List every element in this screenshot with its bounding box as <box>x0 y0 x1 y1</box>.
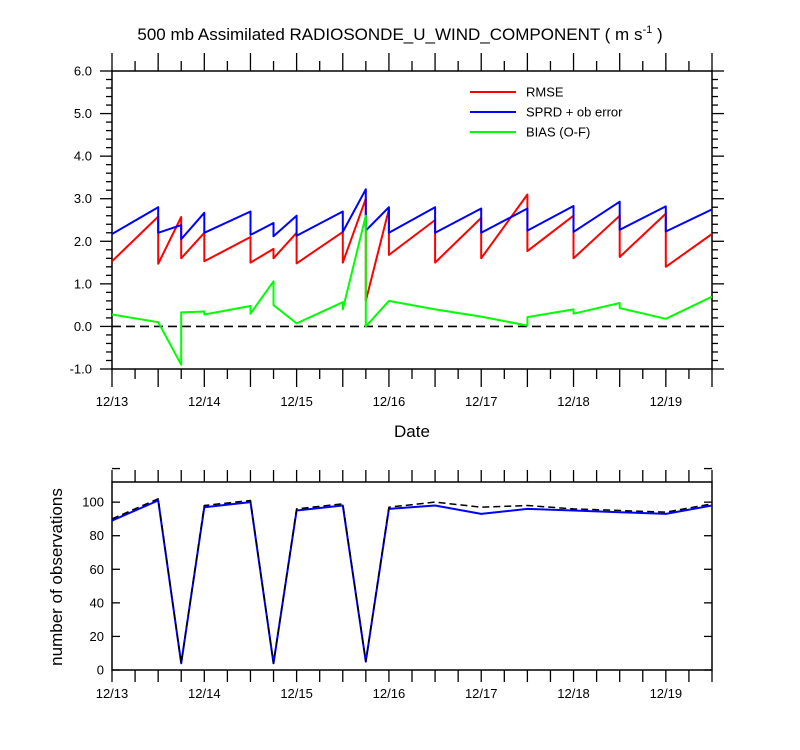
x-tick-label: 12/15 <box>280 394 313 409</box>
x-axis-label: Date <box>394 422 430 441</box>
legend-label: BIAS (O-F) <box>526 125 590 140</box>
x-tick-label: 12/19 <box>650 394 683 409</box>
x-tick-label: 12/17 <box>465 394 498 409</box>
series-line-possible <box>112 498 712 665</box>
x-tick-label: 12/17 <box>465 686 498 701</box>
y-tick-label: 40 <box>90 595 104 610</box>
x-tick-label: 12/14 <box>188 394 221 409</box>
legend-label: RMSE <box>526 85 564 100</box>
y-tick-label: 20 <box>90 629 104 644</box>
y-axis-label: number of observations <box>47 488 66 666</box>
y-tick-label: 2.0 <box>74 234 92 249</box>
y-tick-label: -1.0 <box>70 362 92 377</box>
series-line-rmse <box>112 193 712 302</box>
x-tick-label: 12/15 <box>280 686 313 701</box>
y-tick-label: 80 <box>90 528 104 543</box>
x-tick-label: 12/19 <box>650 686 683 701</box>
x-tick-label: 12/14 <box>188 686 221 701</box>
x-tick-label: 12/16 <box>373 394 406 409</box>
bottom-chart: 12/13 12/14 12/15 12/16 12/17 12/18 12/19 0 20 40… <box>82 467 713 701</box>
y-tick-label: 0.0 <box>74 319 92 334</box>
y-tick-label: 5.0 <box>74 106 92 121</box>
y-tick-label: 0 <box>97 663 104 678</box>
series-line-bias-o-f <box>112 214 712 366</box>
top-chart: 12/13 12/14 12/15 12/16 12/17 12/18 12/19 -1.0 0… <box>70 53 724 409</box>
y-tick-label: 4.0 <box>74 149 92 164</box>
x-tick-label: 12/13 <box>96 686 129 701</box>
x-tick-label: 12/13 <box>96 394 129 409</box>
x-tick-label: 12/16 <box>373 686 406 701</box>
x-tick-label: 12/18 <box>557 686 590 701</box>
y-tick-label: 1.0 <box>74 276 92 291</box>
plot-frame <box>111 481 713 671</box>
y-tick-label: 3.0 <box>74 191 92 206</box>
y-tick-label: 60 <box>90 562 104 577</box>
legend-label: SPRD + ob error <box>526 105 623 120</box>
y-tick-label: 6.0 <box>74 64 92 79</box>
x-tick-label: 12/18 <box>557 394 590 409</box>
series-line-sprd-ob-error <box>112 188 712 241</box>
y-tick-label: 100 <box>82 495 104 510</box>
chart-title: 500 mb Assimilated RADIOSONDE_U_WIND_COM… <box>137 24 662 44</box>
